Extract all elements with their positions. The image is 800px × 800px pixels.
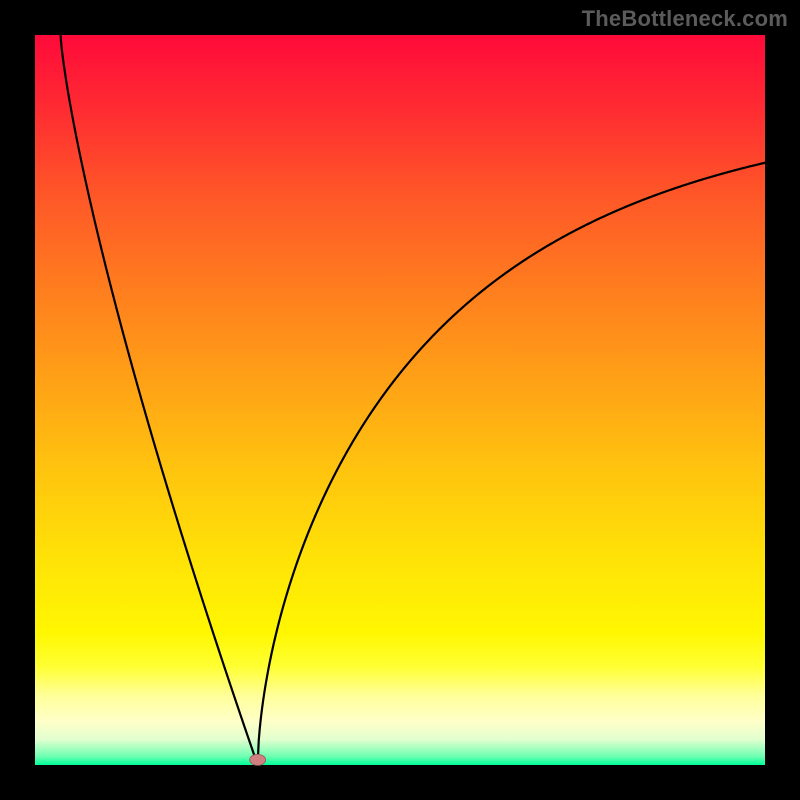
watermark-text: TheBottleneck.com bbox=[582, 6, 788, 32]
chart-stage: TheBottleneck.com bbox=[0, 0, 800, 800]
optimum-marker bbox=[250, 754, 266, 765]
plot-gradient-background bbox=[35, 35, 765, 765]
bottleneck-curve-chart bbox=[0, 0, 800, 800]
